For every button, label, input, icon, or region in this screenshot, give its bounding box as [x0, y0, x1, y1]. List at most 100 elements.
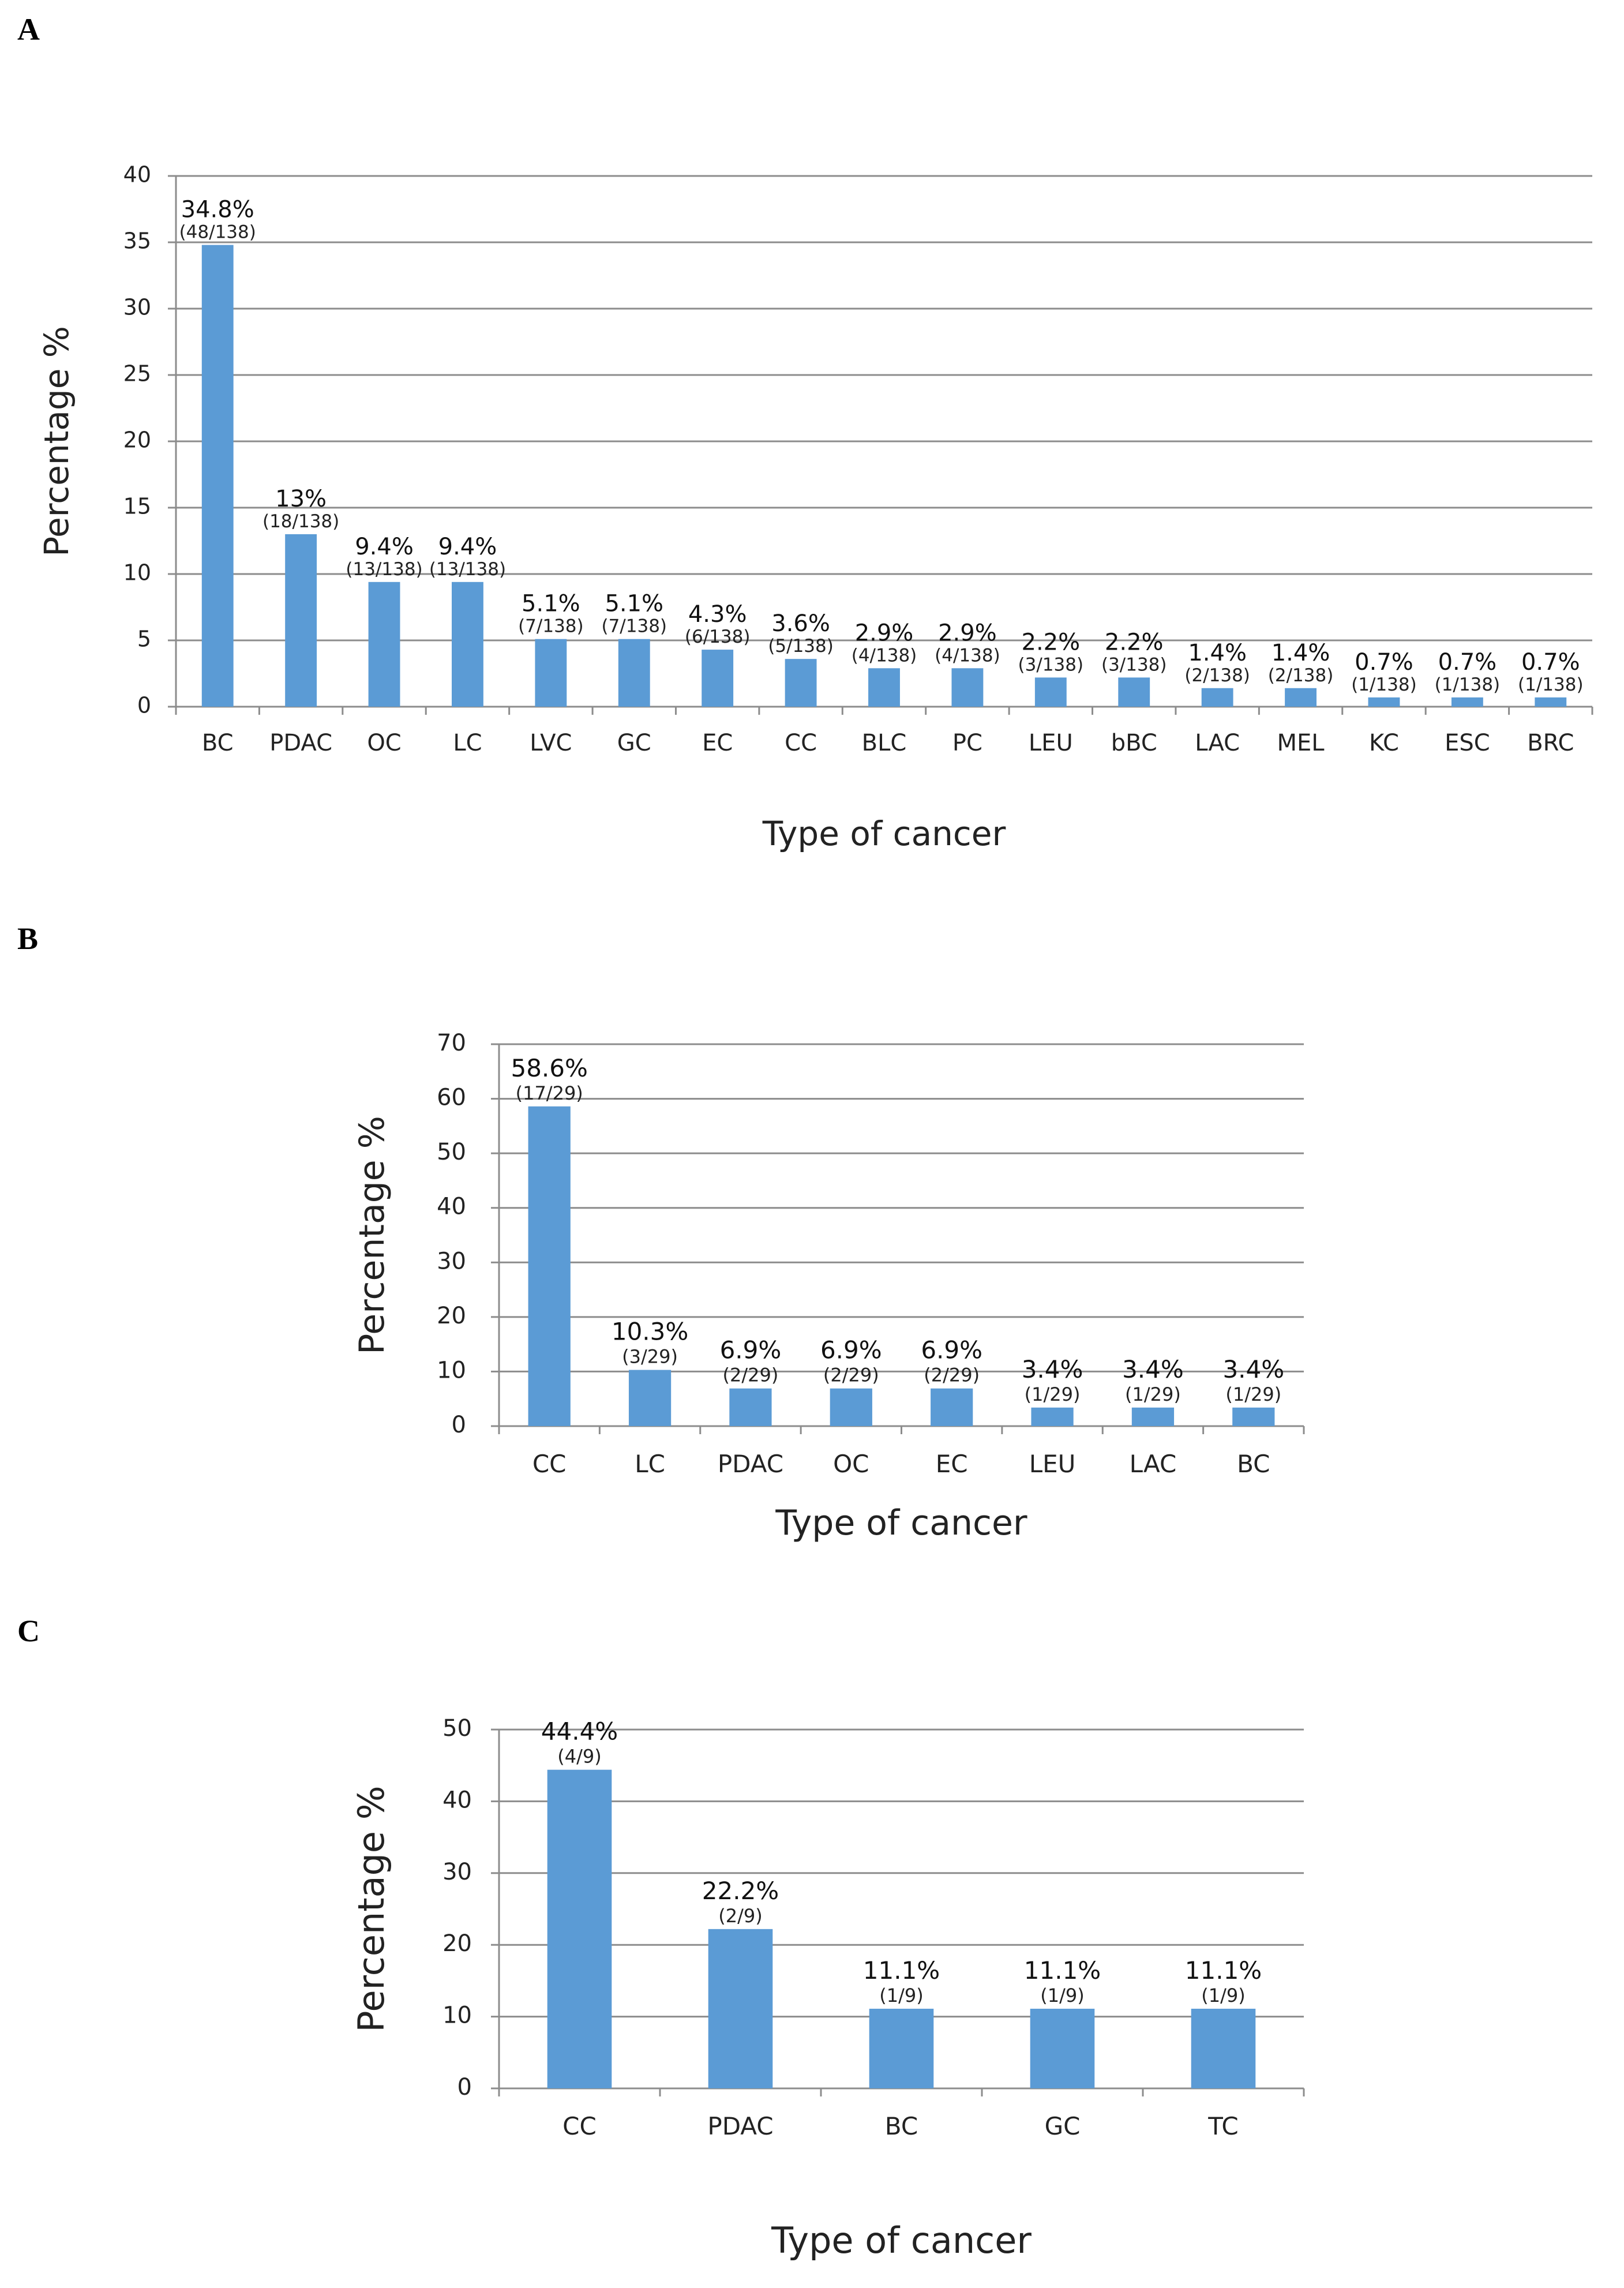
x-category-label: LC — [453, 730, 482, 756]
data-label-count: (5/138) — [768, 636, 834, 657]
x-axis-title: Type of cancer — [771, 2219, 1032, 2261]
y-tick-label: 50 — [437, 1139, 466, 1165]
bar-bc — [869, 2008, 934, 2088]
y-tick-label: 40 — [437, 1194, 466, 1220]
bar-lac — [1201, 688, 1233, 707]
bar-cc — [547, 1769, 612, 2088]
bar-pdac — [708, 1929, 773, 2088]
data-label-percent: 3.4% — [1022, 1355, 1083, 1383]
data-label-percent: 1.4% — [1188, 640, 1247, 666]
x-category-label: GC — [1045, 2112, 1081, 2140]
data-label-count: (2/138) — [1184, 665, 1250, 686]
data-label-percent: 58.6% — [511, 1054, 587, 1082]
y-tick-label: 10 — [437, 1357, 466, 1383]
y-axis-title: Percentage % — [37, 326, 76, 557]
data-label-percent: 44.4% — [541, 1717, 618, 1746]
data-label-count: (1/138) — [1518, 674, 1584, 695]
data-label-count: (4/138) — [935, 645, 1000, 666]
data-label-count: (2/29) — [723, 1364, 779, 1386]
y-tick-label: 35 — [123, 228, 151, 254]
data-label-percent: 9.4% — [438, 534, 497, 560]
data-label-count: (3/29) — [622, 1346, 678, 1368]
data-label-count: (7/138) — [518, 616, 584, 637]
x-category-label: PDAC — [718, 1450, 783, 1478]
bar-chart-all-cancers: 0510152025303540BC34.8%(48/138)PDAC13%(1… — [37, 162, 1593, 853]
data-label-count: (6/138) — [685, 627, 751, 647]
x-category-label: MEL — [1277, 730, 1325, 756]
data-label-percent: 0.7% — [1521, 649, 1580, 676]
y-tick-label: 30 — [442, 1859, 472, 1885]
data-label-count: (13/138) — [346, 559, 422, 580]
x-category-label: OC — [367, 730, 401, 756]
bar-oc — [368, 582, 400, 707]
data-label-percent: 3.6% — [771, 610, 830, 637]
data-label-count: (2/29) — [823, 1364, 879, 1386]
bar-lc — [628, 1370, 672, 1426]
y-tick-label: 10 — [123, 560, 151, 586]
data-label-count: (17/29) — [516, 1082, 583, 1104]
data-label-percent: 5.1% — [522, 591, 580, 617]
data-label-percent: 1.4% — [1272, 640, 1330, 666]
x-category-label: LEU — [1029, 1450, 1076, 1478]
bar-brc — [1535, 697, 1567, 707]
bar-bc — [1232, 1407, 1275, 1426]
y-tick-label: 0 — [452, 1412, 466, 1438]
y-tick-label: 20 — [442, 1930, 472, 1957]
panel-letter-a: A — [17, 12, 40, 47]
data-label-percent: 0.7% — [1438, 649, 1497, 676]
data-label-count: (2/9) — [718, 1905, 762, 1927]
data-label-count: (18/138) — [262, 511, 339, 532]
bar-bbc — [1118, 677, 1150, 707]
bar-pdac — [285, 534, 317, 707]
x-category-label: LVC — [530, 730, 572, 756]
x-category-label: GC — [617, 730, 651, 756]
bar-oc — [830, 1388, 872, 1426]
bar-pdac — [729, 1388, 772, 1426]
x-category-label: BRC — [1527, 730, 1574, 756]
data-label-percent: 2.9% — [855, 620, 914, 646]
bar-gc — [618, 639, 650, 707]
bar-leu — [1031, 1407, 1074, 1426]
x-category-label: KC — [1369, 730, 1399, 756]
x-category-label: bBC — [1111, 730, 1157, 756]
bar-lac — [1131, 1407, 1175, 1426]
panel-letter-c: C — [17, 1614, 40, 1648]
x-category-label: CC — [562, 2112, 597, 2140]
y-axis-title: Percentage % — [350, 1786, 392, 2032]
panel-letter-b: B — [17, 921, 39, 956]
data-label-percent: 11.1% — [1024, 1956, 1101, 1985]
x-category-label: BC — [885, 2112, 918, 2140]
bar-bc — [201, 245, 234, 707]
x-category-label: PDAC — [707, 2112, 773, 2140]
data-label-percent: 5.1% — [605, 591, 663, 617]
bar-cc — [785, 659, 817, 707]
x-category-label: PC — [952, 730, 982, 756]
y-tick-label: 15 — [123, 494, 151, 519]
data-label-percent: 2.9% — [938, 620, 997, 646]
data-label-count: (1/29) — [1025, 1383, 1081, 1405]
x-axis-title: Type of cancer — [775, 1503, 1027, 1543]
y-tick-label: 70 — [437, 1030, 466, 1056]
x-category-label: CC — [532, 1450, 567, 1478]
y-tick-label: 60 — [437, 1085, 466, 1111]
y-tick-label: 0 — [137, 693, 151, 718]
data-label-count: (1/9) — [879, 1985, 923, 2006]
bar-ec — [931, 1388, 973, 1426]
data-label-count: (1/29) — [1125, 1383, 1181, 1405]
x-category-label: LC — [635, 1450, 665, 1478]
data-label-count: (1/9) — [1040, 1985, 1084, 2006]
bar-chart-panel-b: 0 10 20 30 40 50 60 70 CC 58.6%(17/29) LC 10.3%(3/2… — [352, 1030, 1305, 1543]
bar-lvc — [535, 639, 567, 707]
bar-mel — [1285, 688, 1317, 707]
data-label-count: (2/29) — [924, 1364, 980, 1386]
y-tick-label: 5 — [137, 627, 151, 652]
x-category-label: OC — [833, 1450, 869, 1478]
x-category-label: TC — [1207, 2112, 1239, 2140]
data-label-count: (3/138) — [1018, 654, 1084, 675]
data-label-count: (2/138) — [1268, 665, 1334, 686]
data-label-percent: 4.3% — [688, 601, 747, 628]
data-label-percent: 34.8% — [181, 197, 254, 223]
y-tick-label: 20 — [437, 1303, 466, 1329]
data-label-count: (1/29) — [1225, 1383, 1281, 1405]
